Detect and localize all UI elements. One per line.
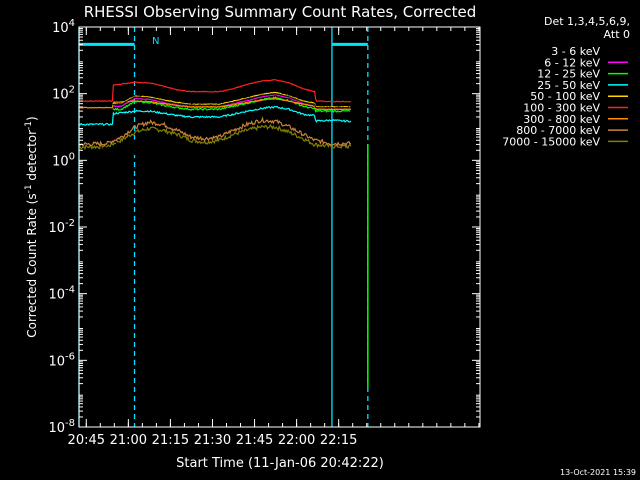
y-tick-label: 104 bbox=[52, 18, 75, 36]
legend-label-5: 100 - 300 keV bbox=[523, 102, 600, 115]
x-tick-label: 22:15 bbox=[320, 433, 357, 448]
legend-label-2: 12 - 25 keV bbox=[537, 68, 600, 81]
y-tick-label: 10-2 bbox=[48, 218, 75, 236]
x-tick-label: 21:00 bbox=[110, 433, 147, 448]
y-tick-label: 10-8 bbox=[48, 418, 75, 436]
series-line-2 bbox=[112, 96, 351, 113]
y-tick-label: 100 bbox=[52, 151, 75, 169]
x-tick-label: 22:00 bbox=[278, 433, 315, 448]
x-tick-label: 21:45 bbox=[236, 433, 273, 448]
legend-header-line-1: Det 1,3,4,5,6,9, bbox=[544, 15, 630, 28]
x-tick-label: 20:45 bbox=[68, 433, 105, 448]
series-line-8 bbox=[78, 123, 352, 151]
flag-marker: N bbox=[152, 36, 159, 47]
y-axis-ticks: 104 102 100 10-2 10-4 10-6 10-8 bbox=[48, 18, 480, 436]
legend-label-3: 25 - 50 keV bbox=[537, 79, 600, 92]
legend-label-0: 3 - 6 keV bbox=[551, 45, 600, 58]
legend-label-1: 6 - 12 keV bbox=[544, 56, 600, 69]
y-axis-label: Corrected Count Rate (s-1 detector-1) bbox=[24, 116, 39, 337]
chart-title: RHESSI Observing Summary Count Rates, Co… bbox=[84, 3, 477, 21]
x-tick-label: 21:15 bbox=[152, 433, 189, 448]
x-tick-label: 21:30 bbox=[194, 433, 231, 448]
legend-label-4: 50 - 100 keV bbox=[530, 90, 600, 103]
y-tick-label: 10-6 bbox=[48, 351, 75, 369]
legend-label-6: 300 - 800 keV bbox=[523, 113, 600, 126]
legend-header-line-2: Att 0 bbox=[604, 28, 630, 41]
legend-label-7: 800 - 7000 keV bbox=[516, 124, 600, 137]
series-layer bbox=[78, 78, 352, 161]
series-line-5 bbox=[78, 78, 351, 103]
noisy-floor-series bbox=[100, 138, 304, 161]
x-axis-label: Start Time (11-Jan-06 20:42:22) bbox=[176, 456, 384, 471]
series-line-0 bbox=[112, 92, 351, 109]
series-line-7 bbox=[79, 116, 352, 147]
series-line-4 bbox=[112, 91, 351, 108]
attenuator-bars-layer bbox=[79, 42, 369, 388]
y-tick-label: 10-4 bbox=[48, 285, 75, 303]
x-axis-ticks: 20:45 21:00 21:15 21:30 21:45 22:00 22:15 bbox=[68, 27, 480, 448]
series-line-3 bbox=[78, 105, 352, 126]
legend-label-8: 7000 - 15000 keV bbox=[502, 135, 600, 148]
footer-date: 13-Oct-2021 15:39 bbox=[560, 468, 636, 477]
y-tick-label: 102 bbox=[52, 85, 75, 103]
